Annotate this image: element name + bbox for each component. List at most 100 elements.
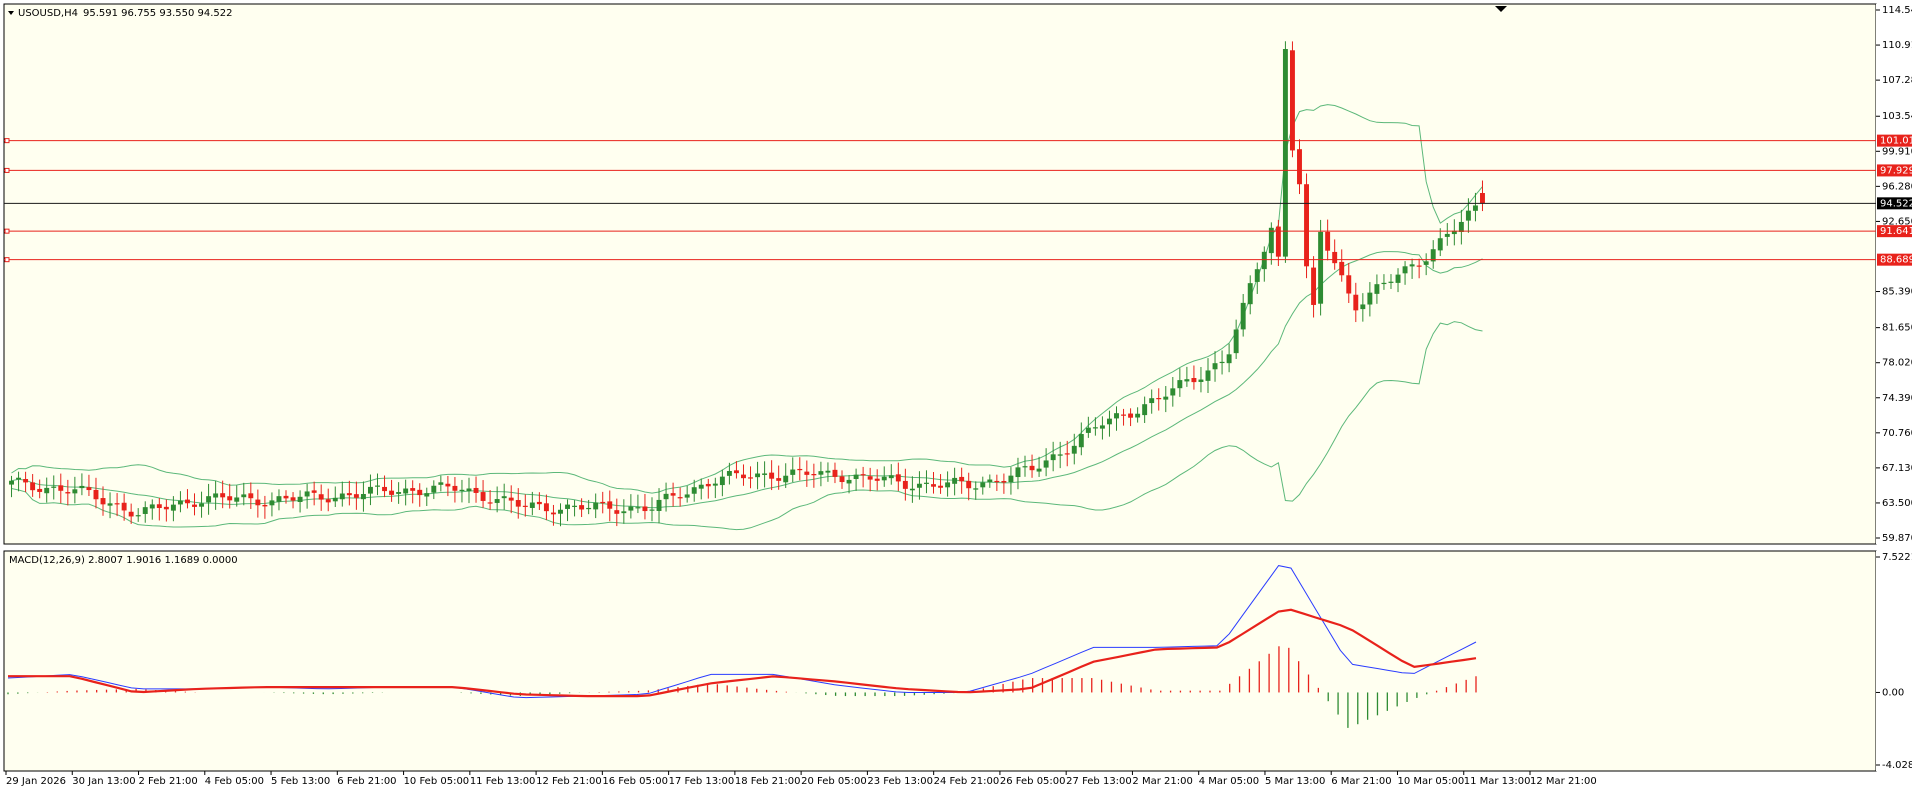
candle-body[interactable] xyxy=(107,503,113,506)
candle-body[interactable] xyxy=(100,498,106,505)
candle-body[interactable] xyxy=(389,490,395,495)
candle-body[interactable] xyxy=(748,477,753,479)
candle-body[interactable] xyxy=(192,504,197,507)
candle-body[interactable] xyxy=(656,499,662,511)
candle-body[interactable] xyxy=(1297,149,1302,185)
candle-body[interactable] xyxy=(311,490,317,493)
candle-body[interactable] xyxy=(1388,281,1394,283)
candle-body[interactable] xyxy=(438,482,444,485)
candle-body[interactable] xyxy=(832,469,838,477)
candle-body[interactable] xyxy=(1008,475,1014,483)
candle-body[interactable] xyxy=(966,480,972,489)
candle-body[interactable] xyxy=(220,493,226,498)
candle-body[interactable] xyxy=(473,487,479,493)
candle-body[interactable] xyxy=(839,476,845,483)
candle-body[interactable] xyxy=(1268,227,1274,254)
candle-body[interactable] xyxy=(987,479,993,483)
candle-body[interactable] xyxy=(1304,184,1309,267)
candle-body[interactable] xyxy=(494,499,500,503)
candle-body[interactable] xyxy=(558,509,563,514)
candle-body[interactable] xyxy=(994,480,1000,483)
candle-body[interactable] xyxy=(1114,413,1119,419)
candle-body[interactable] xyxy=(332,497,338,502)
candle-body[interactable] xyxy=(269,500,275,506)
candle-body[interactable] xyxy=(1360,304,1366,310)
candle-body[interactable] xyxy=(1275,226,1281,257)
candle-body[interactable] xyxy=(30,482,36,491)
candle-body[interactable] xyxy=(1311,267,1317,305)
candle-body[interactable] xyxy=(1409,264,1415,267)
candle-body[interactable] xyxy=(522,505,528,507)
candle-body[interactable] xyxy=(1177,380,1183,389)
candle-body[interactable] xyxy=(579,505,585,510)
candle-body[interactable] xyxy=(304,491,310,497)
candle-body[interactable] xyxy=(952,477,958,484)
candle-body[interactable] xyxy=(1170,388,1176,396)
candle-body[interactable] xyxy=(895,474,901,482)
candle-body[interactable] xyxy=(142,507,148,514)
candle-body[interactable] xyxy=(1106,418,1112,425)
candle-body[interactable] xyxy=(325,499,331,503)
candle-body[interactable] xyxy=(529,502,535,508)
candle-body[interactable] xyxy=(65,492,71,494)
candle-body[interactable] xyxy=(1472,205,1478,211)
candle-body[interactable] xyxy=(1339,261,1345,276)
candle-body[interactable] xyxy=(44,487,50,494)
candle-body[interactable] xyxy=(248,493,254,499)
candle-body[interactable] xyxy=(1240,302,1246,330)
candle-body[interactable] xyxy=(649,509,655,511)
candle-body[interactable] xyxy=(1346,275,1352,294)
candle-body[interactable] xyxy=(1078,434,1084,448)
candle-body[interactable] xyxy=(1198,379,1204,382)
candle-body[interactable] xyxy=(1254,269,1260,282)
candle-body[interactable] xyxy=(684,494,690,498)
candle-body[interactable] xyxy=(888,475,894,479)
candle-body[interactable] xyxy=(353,494,359,498)
candle-body[interactable] xyxy=(818,471,824,475)
candle-body[interactable] xyxy=(1099,425,1105,429)
candle-body[interactable] xyxy=(403,488,409,494)
candle-body[interactable] xyxy=(72,489,78,494)
candle-body[interactable] xyxy=(1085,427,1091,433)
candle-body[interactable] xyxy=(586,507,592,510)
candle-body[interactable] xyxy=(1135,413,1141,418)
candle-body[interactable] xyxy=(37,488,43,492)
candle-body[interactable] xyxy=(1480,193,1485,204)
candle-body[interactable] xyxy=(375,485,380,487)
candle-body[interactable] xyxy=(938,485,944,488)
candle-body[interactable] xyxy=(487,502,493,504)
candle-body[interactable] xyxy=(628,506,634,511)
candle-body[interactable] xyxy=(621,511,627,514)
candle-body[interactable] xyxy=(121,502,127,511)
candle-body[interactable] xyxy=(396,492,402,494)
candle-body[interactable] xyxy=(339,493,345,500)
candle-body[interactable] xyxy=(797,468,803,471)
candle-body[interactable] xyxy=(346,493,352,496)
candle-body[interactable] xyxy=(410,488,416,491)
candle-body[interactable] xyxy=(1015,467,1021,478)
candle-body[interactable] xyxy=(424,493,430,497)
candle-body[interactable] xyxy=(1184,379,1190,382)
candle-body[interactable] xyxy=(156,504,162,509)
candle-body[interactable] xyxy=(698,484,704,489)
candle-body[interactable] xyxy=(501,496,507,499)
candle-body[interactable] xyxy=(741,474,746,479)
candle-body[interactable] xyxy=(290,497,296,501)
candle-body[interactable] xyxy=(916,483,922,488)
candle-body[interactable] xyxy=(1282,49,1288,257)
candle-body[interactable] xyxy=(431,485,437,493)
candle-body[interactable] xyxy=(726,471,732,476)
candle-body[interactable] xyxy=(58,485,64,491)
candle-body[interactable] xyxy=(276,496,282,502)
candle-body[interactable] xyxy=(1465,210,1471,221)
candle-body[interactable] xyxy=(1121,414,1127,416)
candle-body[interactable] xyxy=(543,503,549,512)
candle-body[interactable] xyxy=(199,503,205,507)
candle-body[interactable] xyxy=(1219,361,1225,364)
candle-body[interactable] xyxy=(318,494,324,500)
candle-body[interactable] xyxy=(1332,251,1338,264)
candle-body[interactable] xyxy=(1022,466,1028,468)
candle-body[interactable] xyxy=(1163,396,1169,400)
candle-body[interactable] xyxy=(1318,231,1324,304)
